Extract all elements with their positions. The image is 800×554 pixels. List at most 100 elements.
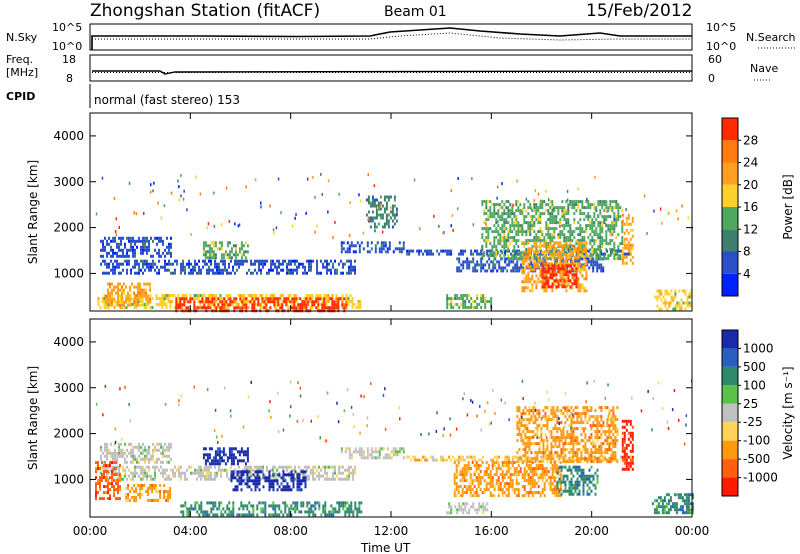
heatmap-cell: [493, 206, 496, 210]
heatmap-cell: [269, 300, 272, 304]
heatmap-cell: [181, 297, 184, 301]
heatmap-cell: [202, 456, 205, 460]
heatmap-cell: [457, 473, 460, 477]
heatmap-cell: [596, 260, 599, 264]
heatmap-cell: [128, 248, 130, 252]
heatmap-cell: [168, 248, 170, 252]
heatmap-cell: [193, 300, 196, 304]
heatmap-cell: [104, 460, 106, 464]
heatmap-cell: [258, 470, 261, 474]
heatmap-cell: [138, 268, 140, 272]
heatmap-cell: [170, 236, 172, 240]
heatmap-cell: [113, 461, 115, 465]
heatmap-cell: [561, 283, 564, 287]
heatmap-cell: [509, 467, 512, 471]
heatmap-cell: [335, 294, 338, 297]
heatmap-cell: [388, 453, 391, 457]
heatmap-cell: [454, 458, 457, 462]
heatmap-cell: [509, 242, 512, 246]
colorbar-tick-label: 12: [743, 222, 758, 236]
heatmap-cell: [234, 468, 236, 472]
heatmap-cell: [373, 204, 376, 208]
heatmap-cell: [146, 448, 148, 452]
heatmap-cell: [97, 303, 100, 306]
heatmap-cell: [203, 300, 206, 303]
heatmap-cell: [233, 300, 236, 304]
heatmap-cell: [336, 271, 338, 275]
heatmap-cell: [579, 289, 582, 293]
heatmap-cell: [535, 239, 538, 243]
heatmap-cell: [684, 307, 687, 311]
heatmap-cell: [386, 250, 389, 254]
heatmap-cell: [223, 297, 226, 301]
heatmap-cell: [575, 273, 578, 277]
heatmap-cell: [583, 218, 586, 222]
heatmap-cell: [226, 468, 228, 472]
heatmap-cell: [477, 473, 480, 477]
heatmap-cell: [627, 243, 630, 247]
heatmap-cell: [567, 212, 570, 216]
heatmap-cell: [561, 264, 564, 268]
heatmap-cell: [256, 473, 259, 477]
heatmap-cell: [623, 240, 626, 244]
heatmap-cell: [169, 303, 172, 306]
heatmap-cell: [296, 259, 298, 263]
heatmap-cell: [563, 244, 566, 248]
heatmap-cell: [149, 282, 152, 286]
heatmap-cell: [226, 256, 229, 260]
heatmap-cell: [219, 306, 222, 310]
heatmap-cell: [215, 306, 218, 310]
heatmap-cell: [470, 303, 473, 306]
heatmap-cell: [491, 482, 494, 486]
heatmap-cell: [244, 256, 247, 260]
heatmap-cell: [212, 250, 215, 254]
heatmap-cell: [591, 203, 594, 207]
heatmap-cell: [125, 496, 128, 499]
heatmap-cell: [565, 224, 568, 228]
heatmap-cell: [318, 501, 321, 505]
heatmap-cell: [164, 477, 166, 481]
heatmap-cell: [162, 471, 164, 475]
heatmap-cell: [561, 224, 564, 228]
heatmap-cell: [123, 300, 125, 304]
heatmap-cell: [543, 276, 546, 280]
heatmap-cell: [222, 453, 225, 457]
heatmap-cell: [594, 260, 597, 264]
heatmap-cell: [306, 510, 309, 514]
heatmap-cell: [523, 485, 526, 489]
heatmap-cell: [487, 200, 490, 204]
heatmap-cell: [453, 473, 456, 477]
heatmap-cell: [281, 294, 284, 297]
heatmap-cell: [561, 212, 564, 216]
heatmap-cell: [293, 303, 296, 307]
heatmap-cell: [157, 297, 160, 300]
heatmap-cell: [148, 468, 150, 472]
heatmap-cell: [213, 303, 216, 307]
heatmap-cell: [275, 226, 278, 230]
heatmap-cell: [168, 460, 170, 464]
heatmap-cell: [450, 458, 453, 462]
heatmap-cell: [350, 265, 352, 269]
heatmap-cell: [273, 306, 276, 309]
heatmap-cell: [465, 491, 468, 495]
heatmap-cell: [497, 476, 500, 480]
heatmap-cell: [593, 248, 596, 252]
heatmap-cell: [202, 513, 205, 517]
heatmap-cell: [184, 265, 186, 269]
heatmap-cell: [627, 213, 630, 217]
heatmap-cell: [272, 482, 275, 486]
heatmap-cell: [129, 297, 132, 301]
heatmap-cell: [292, 507, 295, 511]
heatmap-cell: [621, 258, 624, 262]
heatmap-cell: [525, 215, 528, 219]
heatmap-cell: [602, 458, 604, 462]
heatmap-cell: [480, 266, 483, 270]
heatmap-cell: [497, 251, 500, 255]
heatmap-cell: [461, 491, 464, 495]
heatmap-cell: [605, 218, 608, 222]
heatmap-cell: [239, 306, 242, 310]
heatmap-cell: [432, 455, 435, 459]
heatmap-cell: [486, 300, 489, 303]
heatmap-cell: [206, 456, 209, 460]
heatmap-cell: [571, 286, 574, 290]
